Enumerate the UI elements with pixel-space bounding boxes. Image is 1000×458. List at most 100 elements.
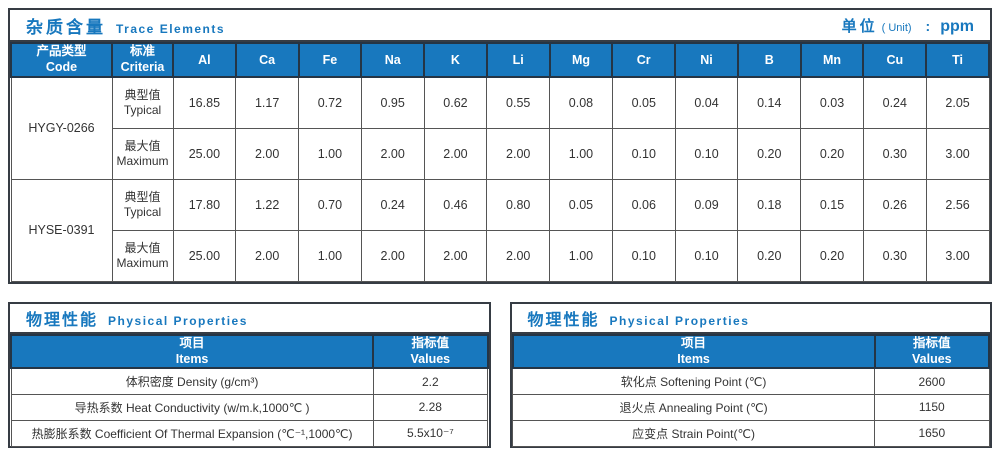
value-cell: 0.20 bbox=[737, 127, 802, 180]
unit-label-cn: 单位 bbox=[841, 17, 878, 35]
value-cell: 3.00 bbox=[925, 229, 990, 282]
trace-elements-title-bar: 杂质含量 Trace Elements 单位 ( Unit) : ppm bbox=[10, 10, 990, 42]
value-cell: 2.00 bbox=[360, 127, 425, 180]
column-header-items: 项目 Items bbox=[511, 333, 876, 370]
value-cell: 0.26 bbox=[862, 178, 927, 231]
table-row-thermal-expansion: 热膨胀系数 Coefficient Of Thermal Expansion (… bbox=[10, 419, 489, 447]
value-cell: 0.30 bbox=[862, 127, 927, 180]
value-cell: 2.2 bbox=[372, 367, 489, 395]
trace-elements-title: 杂质含量 Trace Elements bbox=[26, 13, 225, 38]
column-header-criteria-en: Criteria bbox=[120, 60, 165, 74]
value-cell: 0.24 bbox=[360, 178, 425, 231]
column-header-fe: Fe bbox=[297, 42, 363, 78]
column-header-product-en: Code bbox=[45, 60, 78, 74]
value-cell: 0.05 bbox=[549, 178, 613, 231]
trace-title-en: Trace Elements bbox=[116, 21, 226, 36]
column-header-b: B bbox=[736, 42, 802, 78]
value-cell: 1150 bbox=[874, 393, 990, 421]
value-cell: 2.00 bbox=[235, 229, 300, 282]
criteria-label-cn: 最大值 bbox=[124, 138, 161, 153]
column-header-cr: Cr bbox=[611, 42, 677, 78]
value-cell: 0.55 bbox=[486, 76, 551, 129]
product-code-cell: HYSE-0391 bbox=[10, 178, 113, 282]
column-header-items-cn: 项目 bbox=[179, 336, 205, 350]
physical-right-title: 物理性能 Physical Properties bbox=[528, 306, 750, 330]
value-cell: 17.80 bbox=[172, 178, 237, 231]
column-header-criteria: 标准 Criteria bbox=[111, 42, 174, 78]
value-cell: 2.00 bbox=[423, 229, 488, 282]
value-cell: 0.15 bbox=[800, 178, 864, 231]
column-header-items: 项目 Items bbox=[9, 333, 375, 370]
column-header-items-en: Items bbox=[677, 351, 710, 366]
value-cell: 0.30 bbox=[862, 229, 927, 282]
column-header-na: Na bbox=[360, 42, 426, 78]
column-header-values: 指标值 Values bbox=[873, 333, 991, 370]
column-header-ca: Ca bbox=[234, 42, 300, 78]
value-cell: 2.00 bbox=[360, 229, 425, 282]
table-row-hygy-typical: HYGY-0266 典型值 Typical 16.85 1.17 0.72 0.… bbox=[10, 76, 990, 180]
column-header-product-code: 产品类型 Code bbox=[10, 42, 113, 78]
value-cell: 2.56 bbox=[925, 178, 990, 231]
table-row-annealing-point: 退火点 Annealing Point (℃) 1150 bbox=[511, 393, 990, 421]
criteria-label-en: Maximum bbox=[116, 255, 169, 270]
trace-header-row: 产品类型 Code 标准 Criteria Al Ca Fe Na K Li M… bbox=[10, 42, 990, 78]
column-header-li: Li bbox=[485, 42, 551, 78]
column-header-values-en: Values bbox=[410, 351, 451, 366]
value-cell: 0.20 bbox=[800, 229, 864, 282]
table-row-heat-conductivity: 导热系数 Heat Conductivity (w/m.k,1000℃ ) 2.… bbox=[10, 393, 489, 421]
value-cell: 0.06 bbox=[611, 178, 676, 231]
value-cell: 0.46 bbox=[423, 178, 488, 231]
value-cell: 0.62 bbox=[423, 76, 488, 129]
product-code-cell: HYGY-0266 bbox=[10, 76, 113, 180]
value-cell: 1650 bbox=[874, 419, 990, 447]
physical-right-title-en: Physical Properties bbox=[609, 314, 750, 328]
value-cell: 0.05 bbox=[611, 76, 676, 129]
criteria-cell: 最大值 Maximum bbox=[111, 127, 174, 180]
value-cell: 0.14 bbox=[737, 76, 802, 129]
criteria-label-en: Maximum bbox=[116, 153, 169, 168]
value-cell: 0.09 bbox=[674, 178, 739, 231]
value-cell: 2.00 bbox=[423, 127, 488, 180]
trace-title-cn: 杂质含量 bbox=[26, 17, 106, 37]
value-cell: 25.00 bbox=[172, 229, 237, 282]
physical-properties-row: 物理性能 Physical Properties 项目 Items 指标值 Va… bbox=[8, 302, 992, 448]
value-cell: 2.00 bbox=[235, 127, 300, 180]
physical-left-table: 项目 Items 指标值 Values 体积密度 Density (g/cm³)… bbox=[9, 333, 489, 447]
physical-right-table: 项目 Items 指标值 Values 软化点 Softening Point … bbox=[511, 333, 991, 447]
table-row-density: 体积密度 Density (g/cm³) 2.2 bbox=[10, 367, 489, 395]
value-cell: 0.04 bbox=[674, 76, 739, 129]
item-cell: 体积密度 Density (g/cm³) bbox=[10, 367, 374, 395]
column-header-items-en: Items bbox=[175, 351, 209, 366]
table-row-softening-point: 软化点 Softening Point (℃) 2600 bbox=[511, 367, 990, 395]
value-cell: 16.85 bbox=[172, 76, 237, 129]
value-cell: 2.28 bbox=[372, 393, 489, 421]
value-cell: 2.00 bbox=[486, 229, 551, 282]
item-cell: 热膨胀系数 Coefficient Of Thermal Expansion (… bbox=[10, 419, 374, 447]
value-cell: 0.72 bbox=[298, 76, 362, 129]
criteria-cell: 典型值 Typical bbox=[111, 178, 174, 231]
column-header-ti: Ti bbox=[925, 42, 990, 78]
value-cell: 2.05 bbox=[925, 76, 990, 129]
item-cell: 退火点 Annealing Point (℃) bbox=[511, 393, 876, 421]
trace-elements-section: 杂质含量 Trace Elements 单位 ( Unit) : ppm 产品类… bbox=[8, 8, 992, 284]
item-cell: 软化点 Softening Point (℃) bbox=[511, 367, 876, 395]
unit-value: ppm bbox=[940, 17, 974, 35]
criteria-cell: 最大值 Maximum bbox=[111, 229, 174, 282]
table-row-hyse-maximum: 最大值 Maximum 25.00 2.00 1.00 2.00 2.00 2.… bbox=[11, 229, 990, 282]
table-row-strain-point: 应变点 Strain Point(℃) 1650 bbox=[511, 419, 990, 447]
physical-right-title-cn: 物理性能 bbox=[527, 312, 600, 329]
unit-colon: : bbox=[925, 17, 931, 34]
physical-left-header-row: 项目 Items 指标值 Values bbox=[9, 333, 489, 370]
value-cell: 1.00 bbox=[549, 127, 613, 180]
column-header-cu: Cu bbox=[862, 42, 928, 78]
physical-left-title-en: Physical Properties bbox=[108, 314, 248, 328]
column-header-items-cn: 项目 bbox=[681, 336, 707, 350]
physical-right-title-bar: 物理性能 Physical Properties bbox=[511, 304, 990, 334]
value-cell: 0.18 bbox=[737, 178, 802, 231]
physical-properties-left-section: 物理性能 Physical Properties 项目 Items 指标值 Va… bbox=[8, 302, 491, 448]
physical-left-title: 物理性能 Physical Properties bbox=[26, 306, 248, 330]
criteria-cell: 典型值 Typical bbox=[111, 76, 174, 129]
column-header-values-cn: 指标值 bbox=[411, 336, 450, 350]
value-cell: 0.24 bbox=[862, 76, 927, 129]
value-cell: 25.00 bbox=[172, 127, 237, 180]
